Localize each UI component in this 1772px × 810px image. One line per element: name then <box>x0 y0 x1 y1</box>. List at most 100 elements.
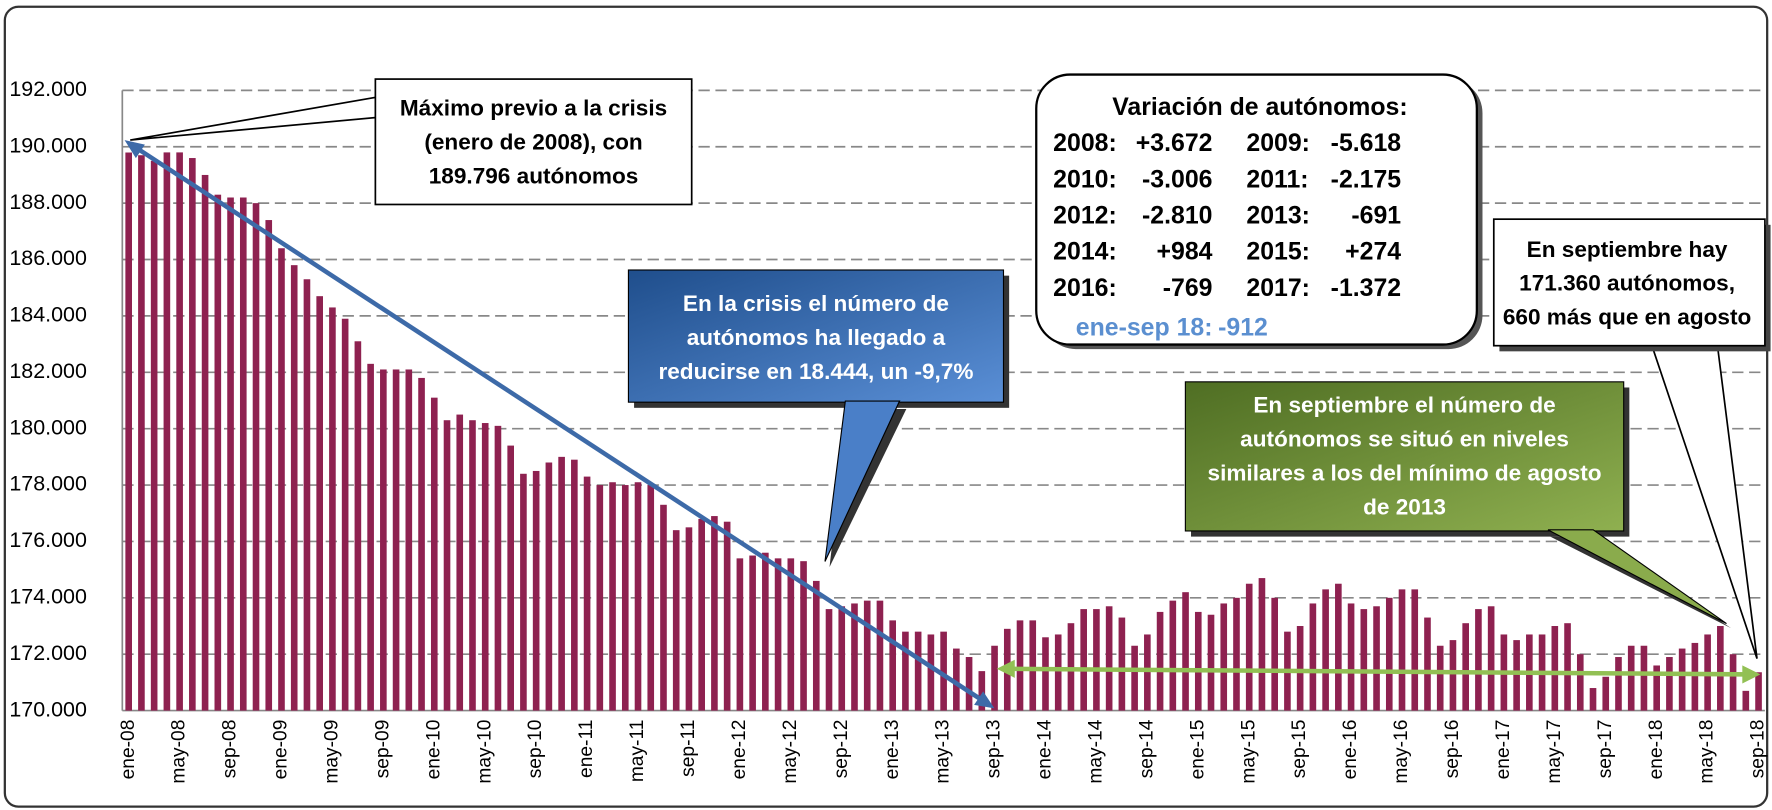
bar <box>1156 611 1164 711</box>
variation-cell: -5.618 <box>1331 130 1402 157</box>
annotation-text: 189.796 autónomos <box>429 163 639 188</box>
bar <box>532 470 540 711</box>
bar <box>1207 614 1215 711</box>
y-tick-label: 176.000 <box>9 528 87 552</box>
bar <box>329 307 336 711</box>
bar <box>1016 620 1024 711</box>
x-tick-label: sep-15 <box>1289 720 1310 779</box>
variation-cell: 2011: <box>1246 166 1308 193</box>
bar <box>1054 634 1062 711</box>
bar <box>927 634 935 711</box>
bar <box>1640 645 1648 711</box>
variation-cell: -691 <box>1351 202 1401 229</box>
x-tick-label: ene-18 <box>1646 720 1667 780</box>
callout <box>627 269 1005 403</box>
bar <box>418 377 425 711</box>
x-tick-label: may-18 <box>1697 720 1718 784</box>
arrow-head <box>996 659 1015 678</box>
bar <box>1347 603 1355 711</box>
x-tick-label: ene-11 <box>576 720 597 778</box>
x-tick-label: may-14 <box>1085 719 1106 783</box>
bar <box>863 600 871 711</box>
bar <box>800 561 807 711</box>
bar <box>1666 657 1673 711</box>
x-tick-label: sep-11 <box>678 720 699 777</box>
annotations: Máximo previo a la crisis (enero de 2008)… <box>124 73 1771 709</box>
bar <box>685 527 693 711</box>
bar <box>520 473 527 711</box>
x-tick-label: ene-08 <box>118 720 139 780</box>
bar <box>380 369 387 711</box>
bar <box>1576 654 1584 711</box>
bar <box>1615 657 1622 711</box>
bar <box>583 476 591 711</box>
bar <box>634 482 642 711</box>
bar <box>1220 603 1228 711</box>
bar <box>672 530 680 711</box>
bar <box>711 516 718 711</box>
x-tick-label: sep-14 <box>1136 719 1157 778</box>
bar <box>596 485 604 711</box>
bar <box>1182 592 1189 711</box>
bar <box>978 671 986 711</box>
x-tick-label: sep-16 <box>1442 720 1463 779</box>
callout-tail <box>824 400 901 562</box>
annotation-text: En septiembre hay <box>1527 237 1728 262</box>
bar <box>1029 620 1037 711</box>
bar <box>660 504 667 711</box>
variation-cell: 2009: <box>1246 130 1310 157</box>
bar <box>1742 690 1750 711</box>
bar <box>889 620 896 711</box>
bar <box>698 518 705 711</box>
bar <box>138 155 145 711</box>
annotation-text: similares a los del mínimo de agosto <box>1208 460 1602 485</box>
bar <box>1169 600 1177 711</box>
bar <box>851 603 858 711</box>
y-tick-label: 178.000 <box>9 472 87 496</box>
bar <box>1309 603 1317 711</box>
bar <box>1755 672 1762 711</box>
y-tick-label: 180.000 <box>9 415 87 439</box>
x-tick-label: sep-18 <box>1748 720 1769 779</box>
variation-cell: 2013: <box>1246 202 1310 229</box>
variation-cell: 2017: <box>1246 275 1310 302</box>
y-tick-label: 192.000 <box>9 77 87 101</box>
bar <box>367 363 374 711</box>
annotation-text: 171.360 autónomos, <box>1519 271 1735 296</box>
x-tick-label: ene-17 <box>1493 720 1514 780</box>
callout <box>1035 73 1478 346</box>
bar <box>621 485 629 711</box>
bar <box>1602 676 1610 711</box>
bar <box>902 631 909 711</box>
arrow-head <box>974 691 995 709</box>
bar <box>494 425 502 711</box>
bar <box>1385 597 1393 711</box>
bar <box>1360 609 1368 711</box>
bar <box>647 485 655 711</box>
bar <box>609 482 616 711</box>
bar <box>774 558 782 711</box>
annotation-text: 660 más que en agosto <box>1503 305 1751 330</box>
variation-cell: +984 <box>1157 239 1213 266</box>
bar <box>1564 623 1571 711</box>
arrow-head <box>124 140 145 159</box>
bar <box>1398 589 1406 711</box>
y-tick-label: 182.000 <box>9 359 87 383</box>
bar <box>1436 645 1444 711</box>
bar <box>1551 626 1559 711</box>
bar <box>469 420 476 711</box>
bar <box>914 631 922 711</box>
bar <box>787 558 795 711</box>
bar <box>163 152 171 711</box>
annotation-text: de 2013 <box>1363 494 1446 519</box>
x-tick-label: may-09 <box>321 720 342 784</box>
bar <box>392 369 400 711</box>
bar <box>545 462 553 711</box>
bar <box>1513 640 1520 711</box>
bar <box>227 197 234 711</box>
variation-cell: 2010: <box>1053 166 1117 193</box>
bar <box>354 341 362 711</box>
x-tick-label: ene-14 <box>1035 719 1056 779</box>
variation-cell: 2014: <box>1053 239 1117 266</box>
